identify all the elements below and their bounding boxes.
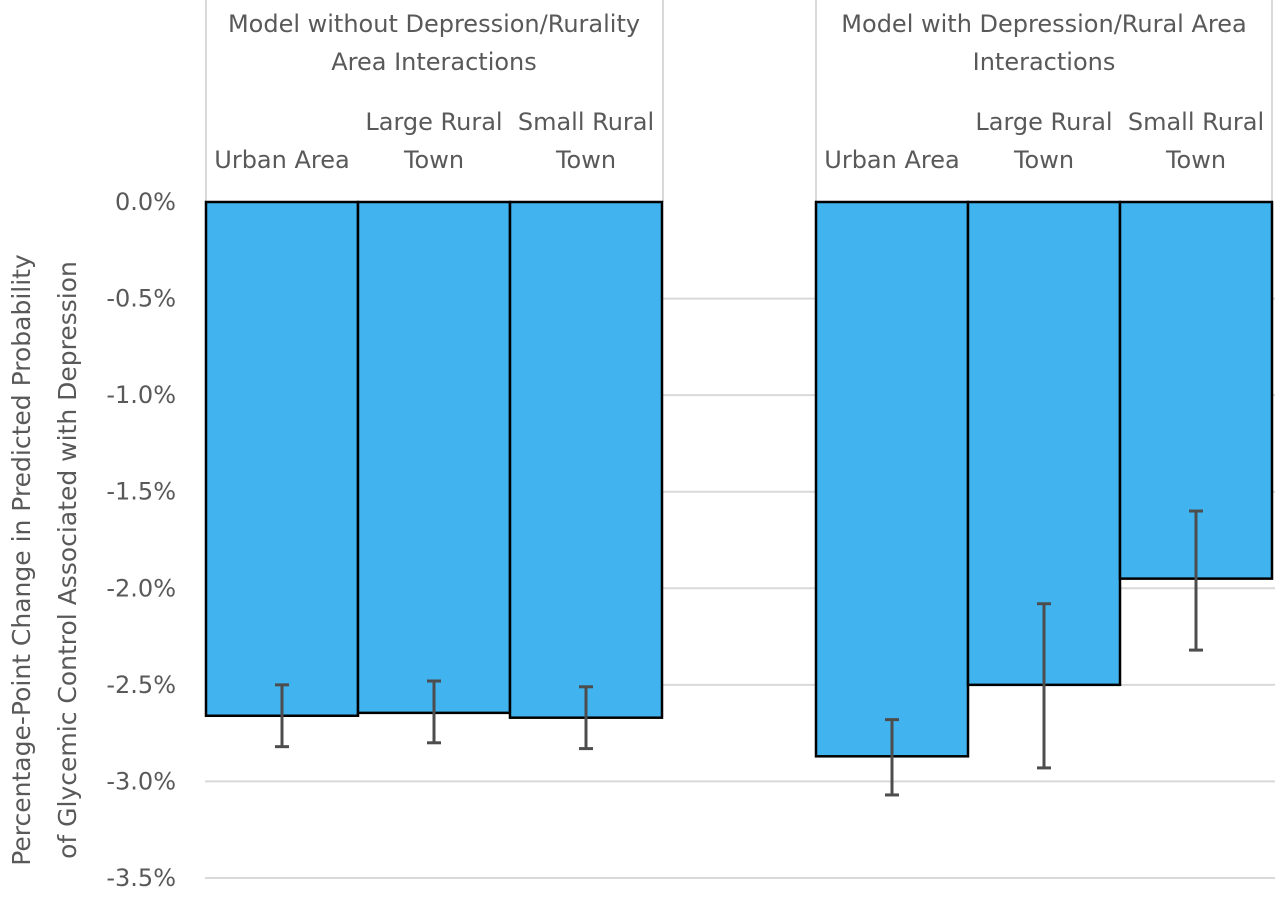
bar — [204, 200, 360, 718]
group-label: Model without Depression/Rurality Area In… — [228, 10, 640, 76]
error-bars — [275, 509, 1203, 797]
bars — [204, 200, 1274, 758]
bar — [508, 200, 664, 719]
error-bar — [427, 679, 441, 745]
category-label: Small Rural Town — [1128, 108, 1264, 174]
y-axis-label: Percentage-Point Change in Predicted Pro… — [7, 254, 82, 866]
y-axis-ticks: 0.0% -0.5% -1.0% -1.5% -2.0% -2.5% -3.0% -3.5% — [106, 188, 176, 892]
category-label: Urban Area — [824, 146, 959, 174]
y-tick-label: -2.0% — [106, 574, 176, 602]
y-tick-label: -2.5% — [106, 671, 176, 699]
y-tick-label: -1.5% — [106, 478, 176, 506]
y-tick-label: -3.5% — [106, 864, 176, 892]
error-bar — [275, 683, 289, 749]
bar — [814, 200, 970, 758]
category-label: Large Rural Town — [975, 108, 1112, 174]
y-tick-label: -3.0% — [106, 767, 176, 795]
category-label: Small Rural Town — [518, 108, 654, 174]
error-bar — [579, 685, 593, 751]
bar — [356, 200, 512, 715]
y-tick-label: -1.0% — [106, 381, 176, 409]
error-bar — [1037, 602, 1051, 770]
category-label: Urban Area — [214, 146, 349, 174]
category-label: Large Rural Town — [365, 108, 502, 174]
y-tick-label: 0.0% — [115, 188, 176, 216]
y-tick-label: -0.5% — [106, 285, 176, 313]
group-label: Model with Depression/Rural Area Interact… — [841, 10, 1246, 76]
error-bar — [885, 718, 899, 797]
error-bar — [1189, 509, 1203, 652]
